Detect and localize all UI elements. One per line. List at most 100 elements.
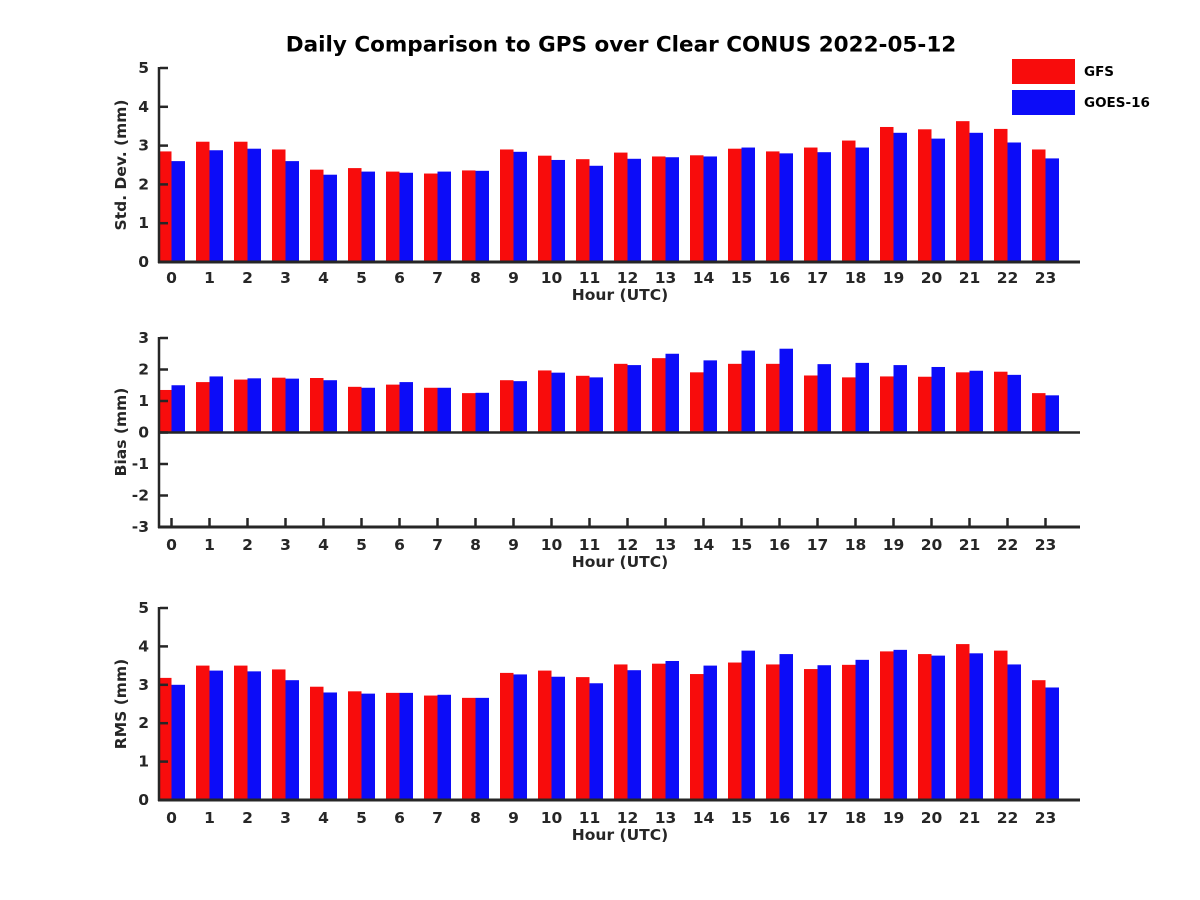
bar-gfs-bias-h18: [842, 377, 856, 433]
y-axis-label-rms: RMS (mm): [112, 658, 130, 750]
x-tick-label: 10: [541, 536, 563, 554]
bar-goes16-bias-h20: [931, 366, 945, 433]
y-axis-label-bias: Bias (mm): [112, 387, 130, 477]
bar-goes16-rms-h19: [893, 649, 907, 800]
bar-goes16-bias-h10: [551, 372, 565, 433]
bar-goes16-bias-h14: [703, 360, 717, 433]
bar-goes16-std-dev-h17: [817, 152, 831, 262]
bar-goes16-rms-h15: [741, 650, 755, 800]
x-tick-label: 21: [959, 809, 981, 827]
bar-gfs-std-dev-h19: [880, 126, 894, 262]
x-tick-label: 18: [845, 536, 867, 554]
x-tick-label: 6: [394, 269, 405, 287]
x-axis-label-std-dev: Hour (UTC): [571, 286, 669, 304]
x-tick-label: 19: [883, 536, 905, 554]
bar-goes16-bias-h22: [1007, 374, 1021, 433]
x-tick-label: 17: [807, 809, 829, 827]
x-tick-label: 10: [541, 809, 563, 827]
bar-gfs-rms-h8: [462, 697, 476, 800]
bar-gfs-rms-h5: [348, 691, 362, 800]
x-tick-label: 17: [807, 536, 829, 554]
bar-goes16-bias-h23: [1045, 395, 1059, 433]
bar-goes16-bias-h9: [513, 381, 527, 433]
bar-goes16-rms-h13: [665, 660, 679, 800]
x-tick-label: 22: [997, 536, 1019, 554]
x-tick-label: 7: [432, 269, 443, 287]
bar-goes16-bias-h5: [361, 387, 375, 433]
x-tick-label: 3: [280, 809, 291, 827]
bar-goes16-std-dev-h3: [285, 161, 299, 262]
x-tick-label: 0: [166, 809, 177, 827]
bar-goes16-std-dev-h21: [969, 132, 983, 262]
bar-gfs-rms-h17: [804, 669, 818, 800]
bar-gfs-rms-h4: [310, 686, 324, 800]
bar-gfs-bias-h4: [310, 378, 324, 433]
y-tick-label: 2: [138, 714, 149, 732]
x-tick-label: 3: [280, 269, 291, 287]
bar-goes16-std-dev-h10: [551, 159, 565, 262]
bar-gfs-bias-h9: [500, 380, 514, 433]
x-tick-label: 9: [508, 269, 519, 287]
bar-gfs-bias-h17: [804, 375, 818, 433]
bar-gfs-rms-h3: [272, 669, 286, 800]
x-tick-label: 19: [883, 809, 905, 827]
x-tick-label: 8: [470, 536, 481, 554]
y-tick-label: 0: [138, 253, 149, 271]
bar-goes16-bias-h3: [285, 378, 299, 433]
bar-goes16-rms-h17: [817, 665, 831, 800]
bar-gfs-std-dev-h18: [842, 140, 856, 262]
bar-gfs-std-dev-h10: [538, 155, 552, 262]
x-tick-label: 1: [204, 536, 215, 554]
bar-gfs-bias-h11: [576, 375, 590, 433]
x-tick-label: 20: [921, 809, 943, 827]
bar-gfs-bias-h1: [196, 382, 210, 433]
x-tick-label: 0: [166, 536, 177, 554]
x-tick-label: 20: [921, 269, 943, 287]
x-tick-label: 9: [508, 809, 519, 827]
bar-gfs-std-dev-h5: [348, 168, 362, 262]
bar-goes16-std-dev-h23: [1045, 158, 1059, 262]
bar-gfs-rms-h0: [158, 677, 172, 800]
bar-goes16-std-dev-h22: [1007, 142, 1021, 262]
bar-gfs-rms-h11: [576, 677, 590, 800]
y-tick-label: -3: [132, 518, 149, 536]
x-tick-label: 12: [617, 269, 639, 287]
x-tick-label: 6: [394, 809, 405, 827]
bar-goes16-std-dev-h7: [437, 171, 451, 262]
bar-gfs-std-dev-h16: [766, 151, 780, 262]
bar-gfs-rms-h7: [424, 695, 438, 800]
bar-gfs-bias-h21: [956, 372, 970, 433]
bar-gfs-std-dev-h7: [424, 173, 438, 262]
bar-goes16-rms-h4: [323, 692, 337, 800]
y-tick-label: 2: [138, 175, 149, 193]
bar-gfs-std-dev-h4: [310, 169, 324, 262]
legend-label-gfs: GFS: [1084, 63, 1115, 80]
bar-goes16-std-dev-h16: [779, 153, 793, 262]
bar-goes16-bias-h16: [779, 348, 793, 433]
bar-gfs-rms-h10: [538, 670, 552, 800]
bar-goes16-bias-h8: [475, 392, 489, 433]
x-tick-label: 22: [997, 269, 1019, 287]
bar-gfs-rms-h14: [690, 674, 704, 800]
bar-goes16-std-dev-h4: [323, 174, 337, 262]
x-tick-label: 4: [318, 536, 329, 554]
x-axis-label-rms: Hour (UTC): [571, 826, 669, 844]
x-tick-label: 12: [617, 809, 639, 827]
bar-goes16-std-dev-h14: [703, 156, 717, 262]
x-tick-label: 11: [579, 809, 601, 827]
bar-gfs-bias-h6: [386, 384, 400, 433]
x-tick-label: 13: [655, 809, 677, 827]
bar-goes16-std-dev-h13: [665, 157, 679, 262]
bar-gfs-rms-h21: [956, 644, 970, 800]
bar-gfs-bias-h20: [918, 376, 932, 433]
x-tick-label: 8: [470, 809, 481, 827]
x-tick-label: 12: [617, 536, 639, 554]
legend-label-goes16: GOES-16: [1084, 94, 1150, 111]
bar-gfs-rms-h2: [234, 665, 248, 800]
x-tick-label: 5: [356, 536, 367, 554]
bar-goes16-rms-h11: [589, 683, 603, 800]
bar-goes16-bias-h0: [171, 385, 185, 433]
x-tick-label: 7: [432, 809, 443, 827]
y-tick-label: 3: [138, 137, 149, 155]
bar-goes16-std-dev-h12: [627, 158, 641, 262]
